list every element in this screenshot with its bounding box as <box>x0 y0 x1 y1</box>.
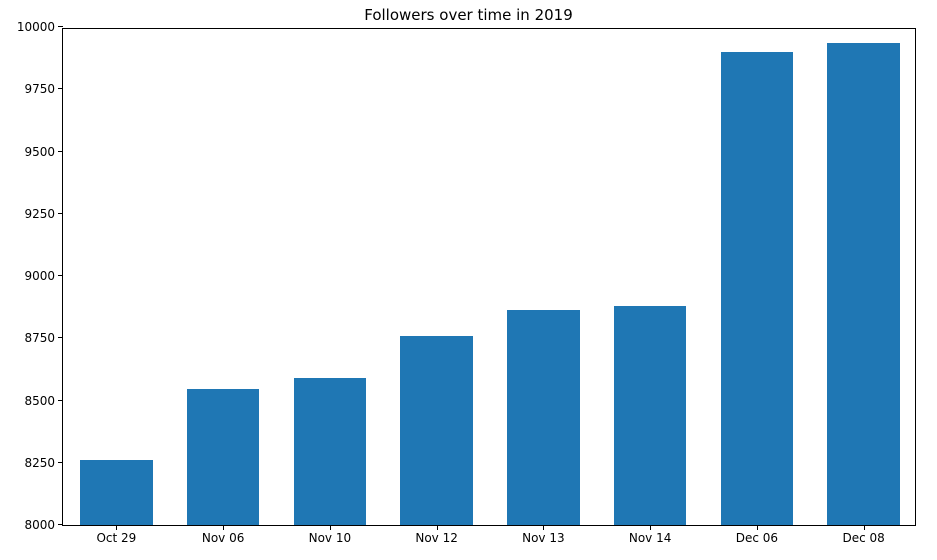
y-tick-mark <box>58 524 63 525</box>
followers-bar-chart: Followers over time in 2019 800082508500… <box>0 0 937 560</box>
x-tick-mark <box>223 525 224 530</box>
x-tick-mark <box>543 525 544 530</box>
y-tick-label: 8500 <box>24 394 63 408</box>
y-tick-label: 9750 <box>24 82 63 96</box>
y-tick-label: 9250 <box>24 207 63 221</box>
y-tick-label: 10000 <box>17 20 63 34</box>
bar <box>827 43 900 525</box>
bar <box>80 460 153 525</box>
y-tick-label: 8750 <box>24 331 63 345</box>
y-tick-label: 8250 <box>24 456 63 470</box>
bar <box>294 378 367 525</box>
y-tick-mark <box>58 400 63 401</box>
bar <box>721 52 794 525</box>
y-tick-mark <box>58 213 63 214</box>
y-tick-mark <box>58 151 63 152</box>
y-tick-mark <box>58 88 63 89</box>
y-tick-mark <box>58 26 63 27</box>
bar <box>507 310 580 525</box>
y-tick-label: 9500 <box>24 145 63 159</box>
chart-title: Followers over time in 2019 <box>0 6 937 24</box>
x-tick-mark <box>330 525 331 530</box>
y-tick-label: 9000 <box>24 269 63 283</box>
x-tick-mark <box>650 525 651 530</box>
bar <box>614 306 687 525</box>
x-tick-mark <box>116 525 117 530</box>
x-tick-mark <box>864 525 865 530</box>
x-tick-mark <box>757 525 758 530</box>
bar <box>187 389 260 525</box>
plot-area: 8000825085008750900092509500975010000Oct… <box>62 28 916 526</box>
y-tick-label: 8000 <box>24 518 63 532</box>
y-tick-mark <box>58 462 63 463</box>
x-tick-mark <box>437 525 438 530</box>
bar <box>400 336 473 525</box>
y-tick-mark <box>58 275 63 276</box>
y-tick-mark <box>58 337 63 338</box>
